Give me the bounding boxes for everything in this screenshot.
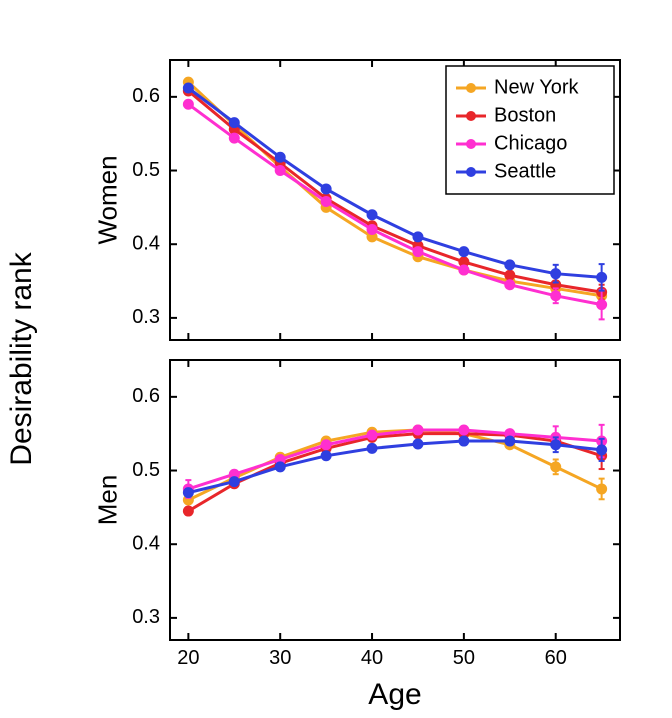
legend-marker: [466, 83, 476, 93]
series-marker-chicago: [551, 291, 561, 301]
panel-women: 0.30.40.50.6New YorkBostonChicagoSeattle: [170, 60, 620, 340]
panel-women-ylabel: Women: [93, 155, 124, 244]
series-marker-seattle: [597, 272, 607, 282]
series-marker-seattle: [229, 477, 239, 487]
axis-frame: [170, 360, 620, 640]
xtick-label: 20: [177, 647, 199, 669]
series-marker-seattle: [183, 488, 193, 498]
series-marker-chicago: [275, 166, 285, 176]
series-marker-seattle: [183, 83, 193, 93]
series-marker-chicago: [505, 280, 515, 290]
legend-marker: [466, 139, 476, 149]
series-marker-new_york: [597, 484, 607, 494]
xtick-label: 30: [269, 647, 291, 669]
series-marker-chicago: [413, 247, 423, 257]
series-marker-chicago: [183, 99, 193, 109]
series-marker-new_york: [551, 462, 561, 472]
series-marker-seattle: [367, 210, 377, 220]
series-marker-seattle: [413, 439, 423, 449]
series-marker-seattle: [321, 451, 331, 461]
series-marker-seattle: [597, 445, 607, 455]
series-marker-seattle: [459, 247, 469, 257]
ytick-label: 0.3: [132, 306, 160, 328]
series-marker-chicago: [321, 196, 331, 206]
series-marker-chicago: [367, 224, 377, 234]
series-marker-chicago: [413, 425, 423, 435]
series-marker-seattle: [505, 436, 515, 446]
legend-label: New York: [494, 76, 579, 98]
panel-men: 0.30.40.50.62030405060: [170, 360, 620, 640]
ytick-label: 0.4: [132, 532, 160, 554]
series-marker-seattle: [275, 152, 285, 162]
xtick-label: 60: [545, 647, 567, 669]
series-marker-seattle: [413, 232, 423, 242]
series-marker-seattle: [551, 440, 561, 450]
series-marker-seattle: [367, 443, 377, 453]
ytick-label: 0.6: [132, 385, 160, 407]
xtick-label: 50: [453, 647, 475, 669]
series-marker-seattle: [229, 118, 239, 128]
legend-label: Boston: [494, 104, 556, 126]
series-marker-boston: [183, 506, 193, 516]
panel-men-ylabel: Men: [93, 475, 124, 526]
series-marker-boston: [505, 270, 515, 280]
ytick-label: 0.4: [132, 232, 160, 254]
global-y-axis-label: Desirability rank: [5, 252, 39, 465]
series-marker-chicago: [459, 425, 469, 435]
ytick-label: 0.5: [132, 459, 160, 481]
ytick-label: 0.3: [132, 606, 160, 628]
legend-marker: [466, 167, 476, 177]
series-marker-chicago: [459, 265, 469, 275]
series-line-seattle: [188, 441, 601, 493]
series-marker-seattle: [551, 269, 561, 279]
legend-marker: [466, 111, 476, 121]
series-marker-chicago: [229, 133, 239, 143]
series-marker-chicago: [367, 430, 377, 440]
series-marker-seattle: [505, 260, 515, 270]
series-marker-chicago: [321, 440, 331, 450]
x-axis-label: Age: [368, 678, 421, 712]
series-marker-chicago: [597, 300, 607, 310]
ytick-label: 0.5: [132, 159, 160, 181]
series-marker-seattle: [459, 436, 469, 446]
legend-label: Seattle: [494, 160, 556, 182]
ytick-label: 0.6: [132, 85, 160, 107]
series-marker-seattle: [321, 184, 331, 194]
legend: New York Boston Chicago Seattle: [446, 66, 614, 194]
legend-label: Chicago: [494, 132, 567, 154]
xtick-label: 40: [361, 647, 383, 669]
series-marker-seattle: [275, 462, 285, 472]
figure-container: Desirability rank Women Men Age 0.30.40.…: [0, 0, 672, 718]
